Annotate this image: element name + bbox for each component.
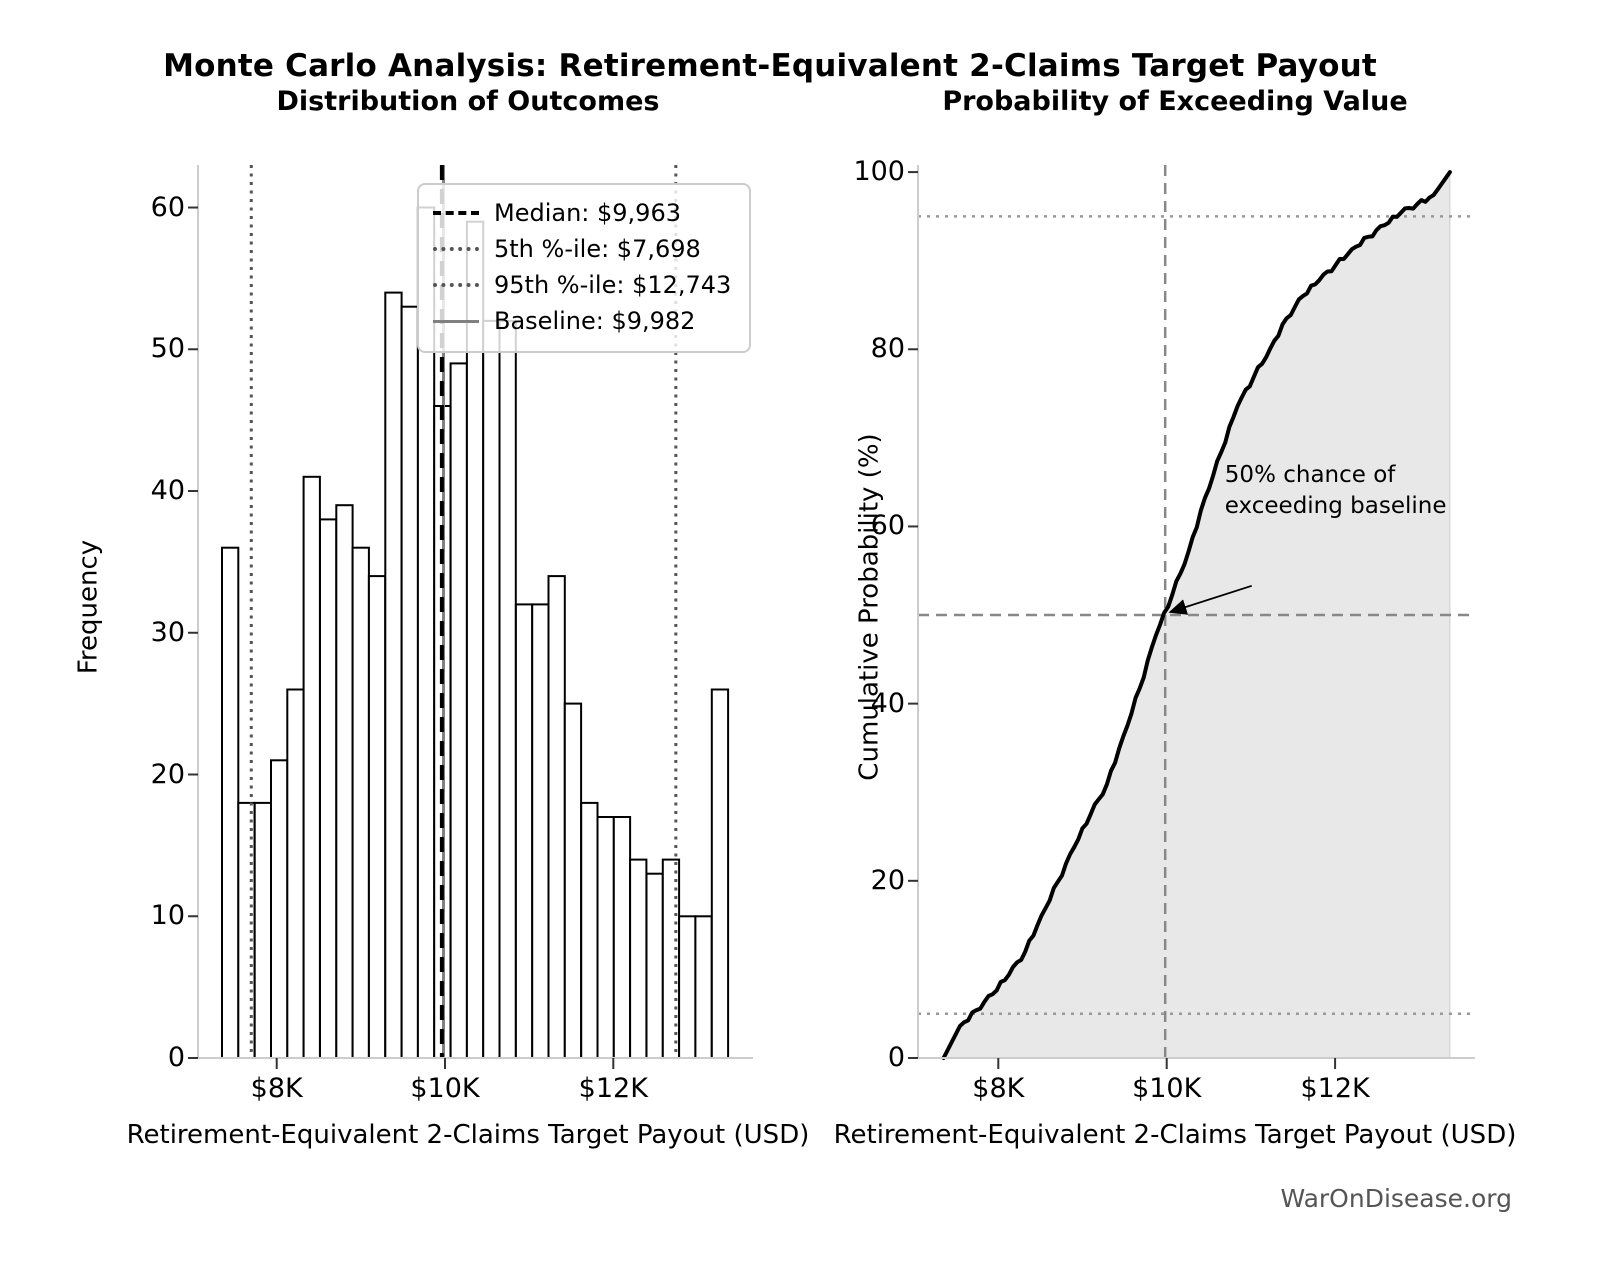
percentile95-line-sample-icon [433, 283, 479, 287]
histogram-bar [400, 305, 419, 1059]
cdf-y-tick-label: 0 [887, 1042, 905, 1073]
histogram-bar [514, 603, 534, 1060]
cdf-y-axis-label: Cumulative Probability (%) [854, 433, 885, 781]
histogram-bar [645, 872, 664, 1060]
legend: Median: $9,963 5th %-ile: $7,698 95th %-… [417, 183, 752, 353]
histogram-bar [531, 603, 550, 1060]
histogram-bar [596, 816, 615, 1059]
histogram-y-tick-label: 30 [150, 616, 185, 648]
histogram-bar [384, 291, 403, 1060]
histogram-x-axis-label: Retirement-Equivalent 2-Claims Target Pa… [126, 1120, 810, 1150]
cdf-annotation: 50% chance of exceeding baseline [1225, 460, 1447, 522]
cdf-y-tick-label: 40 [870, 687, 905, 719]
cdf-y-tick-label: 60 [870, 510, 905, 542]
histogram-x-tick-label: $12K [578, 1073, 648, 1104]
cdf-y-tick-label: 80 [870, 333, 905, 365]
histogram-bar [563, 702, 583, 1059]
figure-title: Monte Carlo Analysis: Retirement-Equival… [163, 48, 1377, 84]
histogram-y-tick-label: 40 [150, 475, 185, 507]
histogram-bar [221, 546, 240, 1059]
histogram-bar [270, 759, 289, 1059]
histogram-bar [498, 319, 517, 1059]
histogram-bar [319, 518, 338, 1059]
cdf-y-tick-label: 20 [870, 864, 905, 896]
cdf-curve [941, 170, 1452, 1060]
annotation-arrow [1168, 584, 1253, 615]
histogram-bar [580, 801, 599, 1060]
histogram-y-tick-label: 60 [150, 191, 185, 223]
histogram-title: Distribution of Outcomes [276, 86, 660, 117]
annotation-line2: exceeding baseline [1224, 493, 1447, 519]
legend-item-95th-percentile: 95th %-ile: $12,743 [433, 267, 731, 303]
histogram-bar [367, 575, 387, 1059]
histogram-bar [694, 915, 713, 1059]
histogram-bar [335, 504, 354, 1059]
cdf-y-tick-label: 100 [853, 156, 905, 188]
percentile5-line-sample-icon [433, 247, 479, 251]
baseline-line-sample-icon [433, 319, 479, 323]
cdf-x-tick-label: $8K [972, 1073, 1025, 1104]
legend-label-baseline: Baseline: $9,982 [494, 307, 696, 335]
histogram-y-tick-label: 20 [150, 758, 185, 790]
histogram-bar [351, 546, 370, 1059]
histogram-bar [253, 801, 272, 1060]
histogram-x-tick-label: $10K [410, 1073, 480, 1104]
annotation-line1: 50% chance of [1224, 462, 1396, 488]
histogram-bar [547, 575, 566, 1059]
histogram-bar [302, 475, 321, 1059]
histogram-y-tick-label: 10 [150, 900, 185, 932]
histogram-x-tick-label: $8K [250, 1073, 303, 1104]
cdf-title: Probability of Exceeding Value [942, 86, 1408, 117]
legend-item-baseline: Baseline: $9,982 [433, 303, 731, 339]
legend-item-5th-percentile: 5th %-ile: $7,698 [433, 231, 731, 267]
median-line-sample-icon [433, 211, 479, 215]
histogram-bar [482, 319, 501, 1059]
histogram-bar [449, 362, 468, 1059]
histogram-bar [612, 816, 632, 1059]
legend-item-median: Median: $9,963 [433, 195, 731, 231]
cdf-x-axis-label: Retirement-Equivalent 2-Claims Target Pa… [833, 1120, 1517, 1150]
histogram-y-tick-label: 50 [150, 333, 185, 365]
cdf-x-tick-label: $12K [1300, 1073, 1370, 1104]
histogram-bar [678, 915, 697, 1059]
histogram-bar [710, 688, 730, 1059]
cdf-x-tick-label: $10K [1132, 1073, 1202, 1104]
histogram-bar [629, 858, 648, 1059]
histogram-bar [286, 688, 305, 1059]
legend-label-median: Median: $9,963 [494, 199, 681, 227]
watermark: WarOnDisease.org [1280, 1184, 1512, 1213]
histogram-y-tick-label: 0 [167, 1042, 185, 1073]
legend-label-95th-percentile: 95th %-ile: $12,743 [494, 271, 732, 299]
legend-label-5th-percentile: 5th %-ile: $7,698 [494, 235, 701, 263]
